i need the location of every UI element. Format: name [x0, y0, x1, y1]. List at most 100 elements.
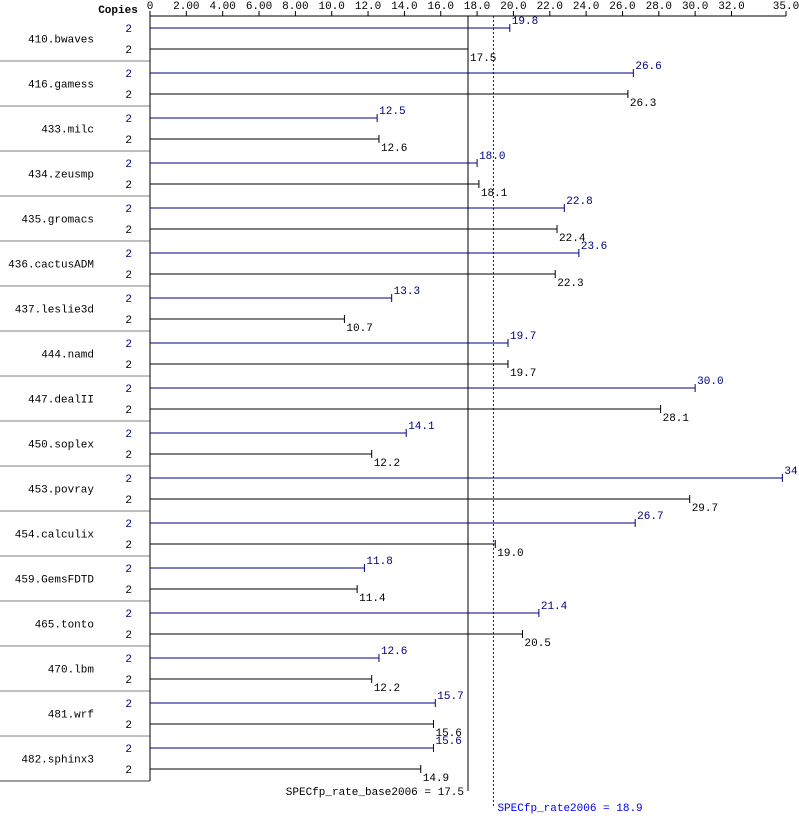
benchmark-name: 447.dealII	[28, 395, 94, 407]
peak-value: 12.6	[381, 646, 407, 658]
axis-tick-label: 20.0	[500, 1, 526, 13]
copies-base: 2	[125, 315, 132, 327]
copies-base: 2	[125, 225, 132, 237]
base-value: 29.7	[692, 503, 718, 515]
spec-rate-chart: 0 2.00 4.00 6.00 8.00 10.0 12.0 14.0 16.0 18.0 20.…	[0, 0, 799, 831]
copies-peak: 2	[125, 249, 132, 261]
copies-header: Copies	[98, 5, 138, 17]
axis-tick-label: 10.0	[319, 1, 345, 13]
base-value: 22.3	[557, 278, 583, 290]
base-value: 14.9	[423, 773, 449, 785]
axis-tick-label: 14.0	[391, 1, 417, 13]
copies-base: 2	[125, 135, 132, 147]
base-value: 12.2	[374, 683, 400, 695]
peak-value: 15.7	[437, 691, 463, 703]
copies-peak: 2	[125, 339, 132, 351]
axis-tick-label: 26.0	[609, 1, 635, 13]
axis-tick-label: 30.0	[682, 1, 708, 13]
base-value: 17.5	[470, 53, 496, 65]
peak-value: 14.1	[408, 421, 435, 433]
benchmark-name: 465.tonto	[35, 620, 94, 632]
copies-base: 2	[125, 360, 132, 372]
copies-base: 2	[125, 630, 132, 642]
peak-value: 18.0	[479, 151, 505, 163]
copies-base: 2	[125, 540, 132, 552]
axis-tick-label: 18.0	[464, 1, 490, 13]
benchmark-name: 444.namd	[41, 350, 94, 362]
copies-base: 2	[125, 405, 132, 417]
benchmark-name: 454.calculix	[15, 530, 95, 542]
peak-value: 19.7	[510, 331, 536, 343]
copies-base: 2	[125, 45, 132, 57]
copies-peak: 2	[125, 654, 132, 666]
base-value: 12.6	[381, 143, 407, 155]
copies-peak: 2	[125, 519, 132, 531]
copies-peak: 2	[125, 69, 132, 81]
base-value: 19.7	[510, 368, 536, 380]
summary-base-label: SPECfp_rate_base2006 = 17.5	[286, 787, 464, 799]
axis-tick-label: 35.0	[773, 1, 799, 13]
axis-tick-label: 16.0	[428, 1, 454, 13]
peak-value: 21.4	[541, 601, 568, 613]
peak-value: 15.6	[435, 736, 461, 748]
copies-base: 2	[125, 180, 132, 192]
axis-tick-label: 28.0	[646, 1, 672, 13]
summary-peak-label: SPECfp_rate2006 = 18.9	[497, 803, 642, 815]
base-value: 20.5	[525, 638, 551, 650]
axis-tick-label: 6.00	[246, 1, 272, 13]
benchmark-name: 434.zeusmp	[28, 170, 94, 182]
axis-tick-label: 32.0	[718, 1, 744, 13]
copies-base: 2	[125, 675, 132, 687]
base-value: 19.0	[497, 548, 523, 560]
copies-peak: 2	[125, 294, 132, 306]
axis-tick-label: 2.00	[173, 1, 199, 13]
copies-peak: 2	[125, 114, 132, 126]
peak-value: 11.8	[366, 556, 392, 568]
axis-tick-label: 8.00	[282, 1, 308, 13]
base-value: 28.1	[663, 413, 690, 425]
base-value: 26.3	[630, 98, 656, 110]
benchmark-name: 436.cactusADM	[8, 260, 94, 272]
copies-base: 2	[125, 450, 132, 462]
benchmark-name: 450.soplex	[28, 440, 94, 452]
copies-peak: 2	[125, 159, 132, 171]
copies-base: 2	[125, 90, 132, 102]
peak-value: 23.6	[581, 241, 607, 253]
copies-base: 2	[125, 585, 132, 597]
benchmark-name: 459.GemsFDTD	[15, 575, 95, 587]
peak-value: 19.8	[512, 16, 538, 28]
peak-value: 34.8	[784, 466, 799, 478]
peak-value: 22.8	[566, 196, 592, 208]
benchmark-name: 470.lbm	[48, 665, 95, 677]
benchmark-name: 453.povray	[28, 485, 94, 497]
benchmark-name: 410.bwaves	[28, 35, 94, 47]
axis-tick-label: 24.0	[573, 1, 599, 13]
benchmark-name: 481.wrf	[48, 710, 94, 722]
base-value: 18.1	[481, 188, 508, 200]
benchmark-name: 433.milc	[41, 125, 94, 137]
base-value: 12.2	[374, 458, 400, 470]
axis-tick-label: 4.00	[209, 1, 235, 13]
axis-tick-label: 0	[147, 1, 154, 13]
axis-tick-label: 12.0	[355, 1, 381, 13]
base-value: 10.7	[346, 323, 372, 335]
copies-base: 2	[125, 495, 132, 507]
copies-peak: 2	[125, 24, 132, 36]
benchmark-name: 482.sphinx3	[21, 755, 94, 767]
benchmark-name: 416.gamess	[28, 80, 94, 92]
copies-peak: 2	[125, 744, 132, 756]
copies-peak: 2	[125, 384, 132, 396]
peak-value: 26.7	[637, 511, 663, 523]
copies-peak: 2	[125, 564, 132, 576]
copies-base: 2	[125, 270, 132, 282]
benchmark-name: 437.leslie3d	[15, 305, 94, 317]
copies-peak: 2	[125, 609, 132, 621]
base-value: 11.4	[359, 593, 386, 605]
copies-peak: 2	[125, 474, 132, 486]
peak-value: 26.6	[635, 61, 661, 73]
peak-value: 30.0	[697, 376, 723, 388]
benchmark-name: 435.gromacs	[21, 215, 94, 227]
peak-value: 12.5	[379, 106, 405, 118]
peak-value: 13.3	[394, 286, 420, 298]
copies-peak: 2	[125, 699, 132, 711]
